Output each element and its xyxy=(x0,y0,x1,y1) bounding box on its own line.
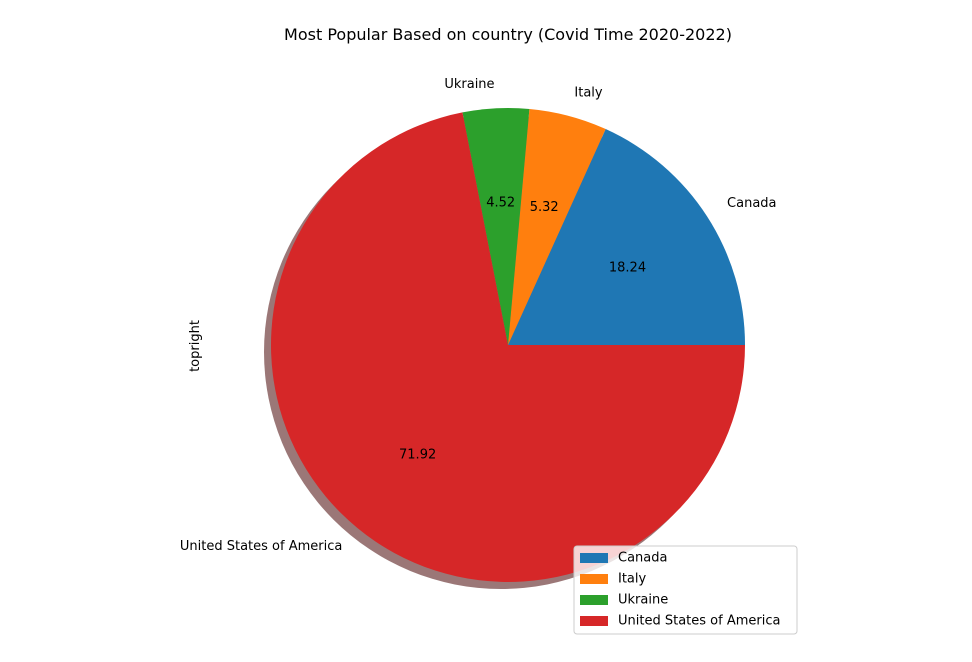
slice-label-canada: Canada xyxy=(727,196,776,211)
slice-label-ukraine: Ukraine xyxy=(444,77,494,92)
legend-frame xyxy=(573,545,798,635)
legend-swatch-ukraine xyxy=(580,595,608,605)
pie-slice-canada xyxy=(508,129,745,345)
legend-swatch-italy xyxy=(580,574,608,584)
slice-label-italy: Italy xyxy=(574,85,603,100)
slice-value-canada: 18.24 xyxy=(609,260,646,275)
pie-labels: Canada 18.24 Italy 5.32 Ukraine 4.52 United St… xyxy=(180,77,777,554)
legend-label-ukraine: Ukraine xyxy=(618,593,668,608)
slice-label-united-states-of-america: United States of America xyxy=(180,539,342,554)
legend-swatch-united-states-of-america xyxy=(580,616,608,626)
pie-slice-italy xyxy=(508,108,606,345)
legend-label-canada: Canada xyxy=(618,551,667,566)
slice-value-ukraine: 4.52 xyxy=(486,195,515,210)
slice-value-italy: 5.32 xyxy=(530,200,559,215)
y-axis-label: topright xyxy=(188,320,203,372)
slice-value-united-states-of-america: 71.92 xyxy=(399,447,436,462)
chart-title: Most Popular Based on country (Covid Tim… xyxy=(284,25,732,44)
legend-label-italy: Italy xyxy=(618,572,647,587)
pie-slices xyxy=(270,107,745,582)
legend: Canada Italy Ukraine United States of Ameri… xyxy=(573,545,798,635)
pie-slice-ukraine xyxy=(462,107,530,345)
pie-slice-united-states-of-america xyxy=(270,112,745,582)
legend-swatch-canada xyxy=(580,553,608,563)
legend-label-united-states-of-america: United States of America xyxy=(618,614,780,629)
